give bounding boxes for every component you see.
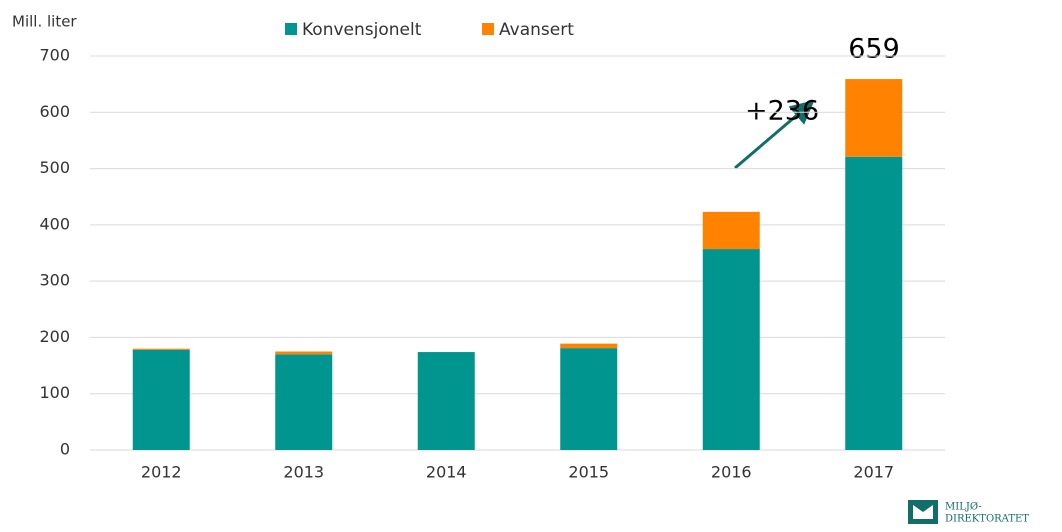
bar-segment xyxy=(560,348,618,450)
bar-segment xyxy=(275,354,333,450)
bar-segment xyxy=(845,156,903,450)
x-tick-label: 2012 xyxy=(141,463,182,482)
logo-text: MILJØ- xyxy=(945,502,982,513)
bar-segment xyxy=(132,348,190,350)
logo-icon-shape xyxy=(913,505,933,519)
y-tick-label: 700 xyxy=(39,46,70,65)
bar-segment xyxy=(845,79,903,157)
x-tick-label: 2015 xyxy=(568,463,609,482)
annotation: 659 xyxy=(848,34,900,65)
x-tick-label: 2017 xyxy=(853,463,894,482)
y-tick-label: 0 xyxy=(60,440,70,459)
bar-segment xyxy=(702,249,760,450)
x-tick-label: 2014 xyxy=(426,463,467,482)
bar-segment xyxy=(702,211,760,250)
legend-swatch xyxy=(482,23,494,35)
logo-text: DIREKTORATET xyxy=(945,514,1029,525)
bar-segment xyxy=(132,349,190,450)
y-axis-label: Mill. liter xyxy=(12,13,77,31)
y-tick-label: 500 xyxy=(39,158,70,177)
bar-segment xyxy=(560,343,618,349)
y-tick-label: 200 xyxy=(39,327,70,346)
arrow xyxy=(734,100,815,170)
x-tick-label: 2013 xyxy=(283,463,324,482)
y-tick-label: 600 xyxy=(39,102,70,121)
annotation: +236 xyxy=(745,96,819,127)
y-tick-label: 100 xyxy=(39,383,70,402)
legend-swatch xyxy=(285,23,297,35)
y-tick-label: 400 xyxy=(39,214,70,233)
x-tick-label: 2016 xyxy=(711,463,752,482)
legend-label: Konvensjonelt xyxy=(302,20,422,40)
bar-segment xyxy=(275,351,333,355)
legend-label: Avansert xyxy=(499,20,574,40)
y-tick-label: 300 xyxy=(39,271,70,290)
bar-segment xyxy=(417,352,475,450)
